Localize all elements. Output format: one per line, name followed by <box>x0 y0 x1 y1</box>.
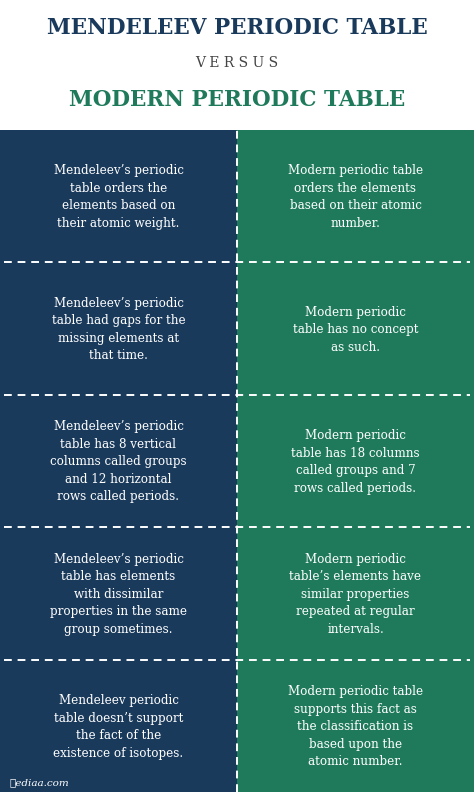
Bar <box>237 528 474 660</box>
Text: Mendeleev periodic
table doesn’t support
the fact of the
existence of isotopes.: Mendeleev periodic table doesn’t support… <box>54 693 183 759</box>
Text: Modern periodic
table’s elements have
similar properties
repeated at regular
int: Modern periodic table’s elements have si… <box>290 553 421 635</box>
Text: Mendeleev’s periodic
table orders the
elements based on
their atomic weight.: Mendeleev’s periodic table orders the el… <box>54 164 183 229</box>
Bar <box>237 131 474 263</box>
Text: Modern periodic table
supports this fact as
the classification is
based upon the: Modern periodic table supports this fact… <box>288 684 423 768</box>
Text: Mendeleev’s periodic
table has elements
with dissimilar
properties in the same
g: Mendeleev’s periodic table has elements … <box>50 553 187 635</box>
Bar <box>237 395 474 528</box>
Text: V E R S U S: V E R S U S <box>195 56 279 70</box>
Bar <box>0 263 237 395</box>
Bar <box>0 395 237 528</box>
Text: Modern periodic
table has 18 columns
called groups and 7
rows called periods.: Modern periodic table has 18 columns cal… <box>291 429 420 494</box>
Text: MENDELEEV PERIODIC TABLE: MENDELEEV PERIODIC TABLE <box>46 17 428 39</box>
Text: Modern periodic
table has no concept
as such.: Modern periodic table has no concept as … <box>293 306 418 353</box>
Text: Modern periodic table
orders the elements
based on their atomic
number.: Modern periodic table orders the element… <box>288 164 423 229</box>
Bar <box>237 660 474 792</box>
Text: Mendeleev’s periodic
table had gaps for the
missing elements at
that time.: Mendeleev’s periodic table had gaps for … <box>52 297 185 362</box>
Text: MODERN PERIODIC TABLE: MODERN PERIODIC TABLE <box>69 89 405 111</box>
Bar <box>0 660 237 792</box>
Text: ℙediaa.com: ℙediaa.com <box>10 777 70 787</box>
Text: Mendeleev’s periodic
table has 8 vertical
columns called groups
and 12 horizonta: Mendeleev’s periodic table has 8 vertica… <box>50 420 187 503</box>
Bar <box>237 263 474 395</box>
Bar <box>0 528 237 660</box>
Bar <box>0 131 237 263</box>
